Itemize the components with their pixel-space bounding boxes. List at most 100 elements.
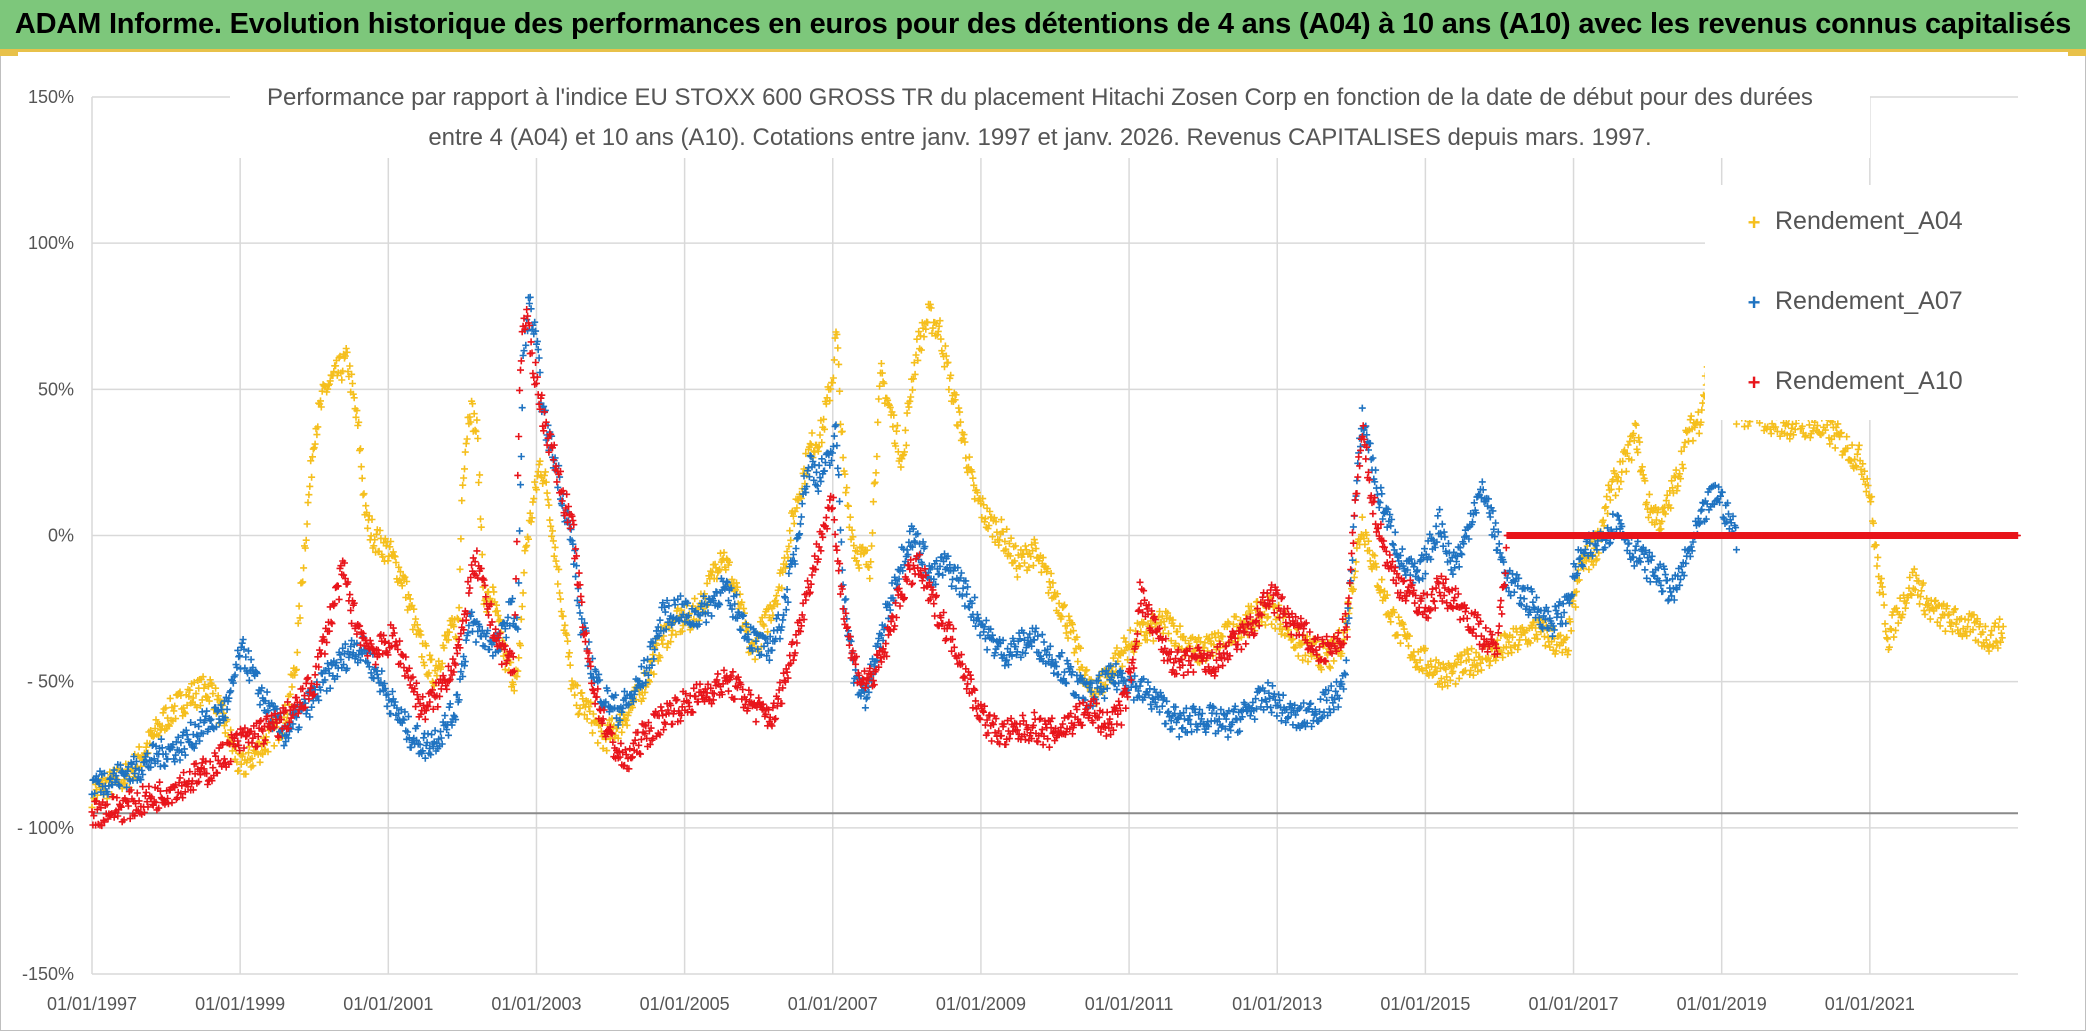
data-point	[873, 453, 881, 460]
data-point	[1078, 675, 1086, 682]
data-point	[571, 691, 579, 699]
data-point	[1917, 593, 1924, 601]
data-point	[1115, 679, 1123, 687]
data-point	[677, 606, 685, 614]
data-point	[630, 691, 638, 698]
data-point	[932, 580, 940, 588]
data-point	[1952, 620, 1960, 628]
data-point	[1118, 662, 1126, 670]
data-point	[1395, 613, 1403, 621]
data-point	[1142, 628, 1150, 636]
data-point	[379, 553, 387, 561]
data-point	[945, 386, 953, 393]
data-point	[1168, 725, 1176, 733]
data-point	[1253, 705, 1260, 713]
data-point	[1457, 550, 1465, 557]
data-point	[455, 604, 463, 612]
data-point	[1996, 615, 2004, 623]
data-point	[158, 744, 166, 752]
data-point	[981, 623, 988, 631]
data-point	[1237, 633, 1245, 641]
data-point	[428, 655, 436, 663]
data-point	[1232, 613, 1240, 621]
data-point	[1899, 610, 1907, 618]
data-point	[504, 613, 512, 621]
data-point	[845, 502, 852, 510]
data-point	[1017, 653, 1025, 661]
data-point	[818, 455, 826, 463]
data-point	[324, 385, 332, 393]
data-point	[1441, 678, 1449, 686]
data-point	[869, 498, 877, 506]
data-point	[716, 565, 724, 573]
data-point	[1061, 679, 1069, 687]
data-point	[1867, 498, 1875, 506]
data-point	[408, 602, 416, 609]
data-point	[892, 576, 900, 584]
data-point	[1979, 628, 1987, 636]
data-point	[889, 423, 897, 431]
data-point	[874, 418, 882, 426]
data-point	[1312, 710, 1320, 718]
data-point	[180, 708, 188, 716]
data-point	[1446, 676, 1454, 684]
data-point	[311, 671, 319, 679]
data-point	[536, 457, 544, 465]
data-point	[182, 726, 190, 734]
data-point	[220, 755, 228, 763]
data-point	[894, 448, 902, 456]
data-point	[1083, 678, 1091, 686]
data-point	[781, 594, 789, 602]
data-point	[357, 656, 364, 664]
data-point	[438, 659, 446, 667]
data-point	[999, 528, 1007, 536]
data-point	[1214, 727, 1222, 735]
data-point	[137, 762, 145, 770]
data-point	[466, 584, 474, 592]
data-point	[997, 516, 1005, 524]
data-point	[1668, 477, 1676, 485]
data-point	[301, 544, 309, 552]
data-point	[158, 722, 166, 730]
data-point	[376, 688, 384, 696]
data-point	[490, 588, 498, 596]
data-point	[413, 722, 421, 730]
data-point	[1901, 604, 1909, 612]
data-point	[364, 659, 372, 667]
data-point	[1915, 577, 1923, 585]
data-point	[1299, 656, 1307, 664]
data-point	[461, 465, 468, 473]
data-point	[1149, 694, 1156, 702]
data-point	[288, 683, 296, 691]
data-point	[326, 684, 334, 692]
data-point	[1733, 546, 1740, 554]
data-point	[911, 538, 919, 546]
data-point	[526, 293, 534, 301]
data-point	[1045, 651, 1053, 659]
data-point	[1863, 475, 1871, 483]
data-point	[1892, 626, 1900, 634]
data-point	[142, 758, 150, 766]
data-point	[1050, 669, 1058, 677]
data-point	[1969, 626, 1977, 634]
data-point	[190, 744, 198, 752]
data-point	[1458, 652, 1466, 660]
data-point	[1676, 470, 1684, 478]
data-point	[1053, 662, 1060, 670]
data-point	[578, 615, 586, 623]
data-point	[121, 779, 129, 787]
data-point	[374, 674, 382, 682]
data-point	[653, 641, 660, 649]
data-point	[1173, 628, 1181, 636]
data-point	[841, 470, 849, 478]
data-point	[1258, 618, 1266, 626]
data-point	[1007, 534, 1015, 542]
data-point	[979, 495, 987, 503]
data-point	[1989, 642, 1997, 650]
data-point	[1292, 643, 1300, 651]
data-point	[965, 603, 972, 610]
data-point	[1032, 545, 1040, 553]
data-point	[357, 463, 365, 471]
data-point	[309, 445, 317, 453]
data-point	[1145, 691, 1153, 699]
